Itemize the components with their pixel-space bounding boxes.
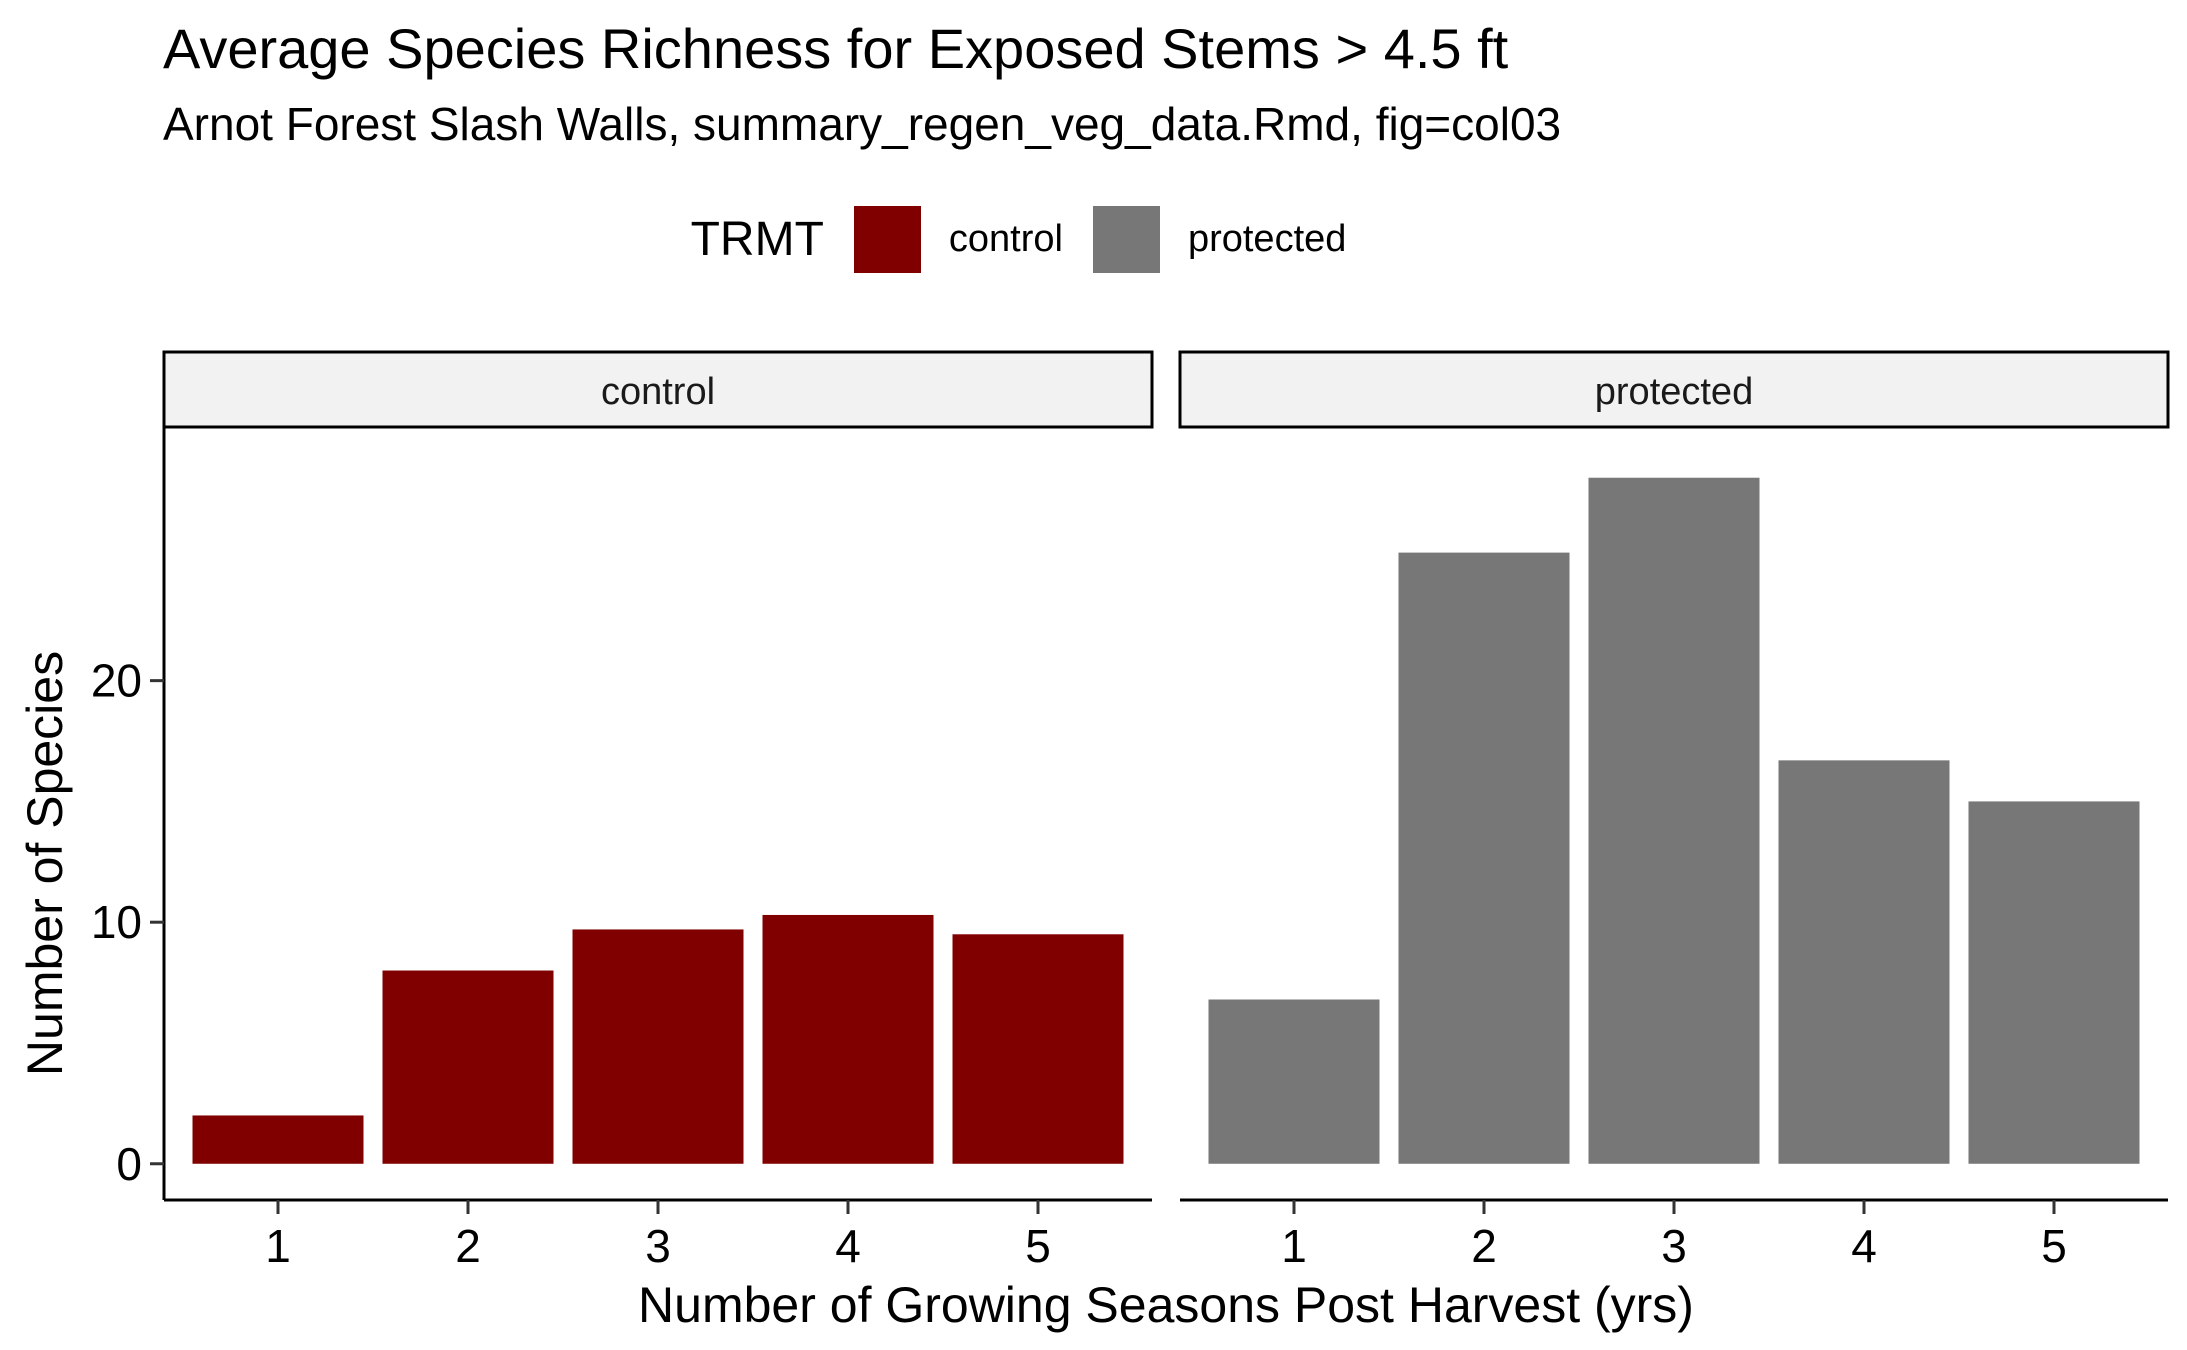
- legend: TRMT control protected: [0, 204, 2127, 274]
- y-tick-label-20: 20: [91, 655, 142, 707]
- facet-strip-label-control: control: [601, 371, 715, 413]
- x-tick-label-control-4: 4: [835, 1220, 861, 1272]
- y-tick-label-10: 10: [91, 896, 142, 948]
- bar-protected-3: [1588, 477, 1760, 1164]
- x-axis-title: Number of Growing Seasons Post Harvest (…: [638, 1277, 1694, 1333]
- y-tick-label-0: 0: [116, 1138, 142, 1190]
- bar-control-3: [572, 929, 744, 1164]
- y-axis-title: Number of Species: [17, 651, 73, 1076]
- bar-control-4: [762, 914, 934, 1164]
- x-tick-label-protected-4: 4: [1851, 1220, 1877, 1272]
- legend-swatch-control: [853, 205, 921, 273]
- x-tick-label-protected-5: 5: [2041, 1220, 2067, 1272]
- bar-control-1: [192, 1115, 364, 1164]
- bar-control-5: [952, 934, 1124, 1164]
- legend-label-protected: protected: [1187, 217, 1347, 260]
- legend-swatch-protected: [1092, 205, 1160, 273]
- chart-title: Average Species Richness for Exposed Ste…: [163, 17, 1509, 80]
- x-tick-label-control-5: 5: [1025, 1220, 1051, 1272]
- x-tick-label-protected-1: 1: [1281, 1220, 1307, 1272]
- x-tick-label-protected-3: 3: [1661, 1220, 1687, 1272]
- x-tick-label-control-1: 1: [265, 1220, 291, 1272]
- bar-protected-5: [1968, 801, 2140, 1164]
- legend-label-control: control: [948, 217, 1063, 260]
- legend-item-protected: protected: [1092, 205, 1347, 273]
- facet-strip-protected: [1178, 350, 2170, 429]
- facet-strip-control: [162, 350, 1154, 429]
- x-tick-label-control-2: 2: [455, 1220, 481, 1272]
- x-tick-label-control-3: 3: [645, 1220, 671, 1272]
- x-tick-label-protected-2: 2: [1471, 1220, 1497, 1272]
- chart-subtitle: Arnot Forest Slash Walls, summary_regen_…: [163, 98, 1562, 150]
- legend-item-control: control: [853, 205, 1063, 273]
- facet-strip-label-protected: protected: [1595, 371, 1753, 413]
- bar-protected-1: [1208, 999, 1380, 1164]
- bar-protected-4: [1778, 760, 1950, 1164]
- legend-title: TRMT: [690, 212, 824, 266]
- bar-control-2: [382, 970, 554, 1164]
- bar-protected-2: [1398, 552, 1570, 1164]
